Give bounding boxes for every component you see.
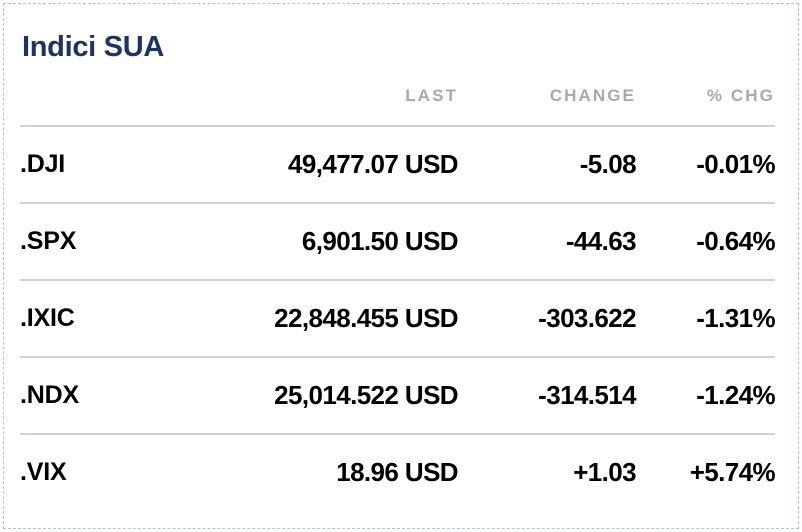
cell-change: -314.514	[458, 356, 637, 434]
column-header-last[interactable]: LAST	[405, 86, 458, 105]
table-header: LAST CHANGE % CHG	[20, 86, 775, 126]
cell-pct-chg: -0.64%	[636, 202, 776, 280]
indices-widget: Indici SUA LAST CHANGE % CHG .DJI	[20, 31, 776, 510]
cell-last: 6,901.50 USD	[252, 202, 459, 280]
cell-change: -303.622	[458, 279, 637, 357]
cell-pct-chg: -1.24%	[636, 356, 776, 434]
cell-change: -5.08	[458, 125, 637, 203]
cell-pct-chg: -1.31%	[636, 279, 776, 357]
table-row[interactable]: .SPX 6,901.50 USD -44.63 -0.64%	[20, 202, 776, 280]
table-row[interactable]: .IXIC 22,848.455 USD -303.622 -1.31%	[20, 279, 776, 357]
cell-last: 22,848.455 USD	[252, 279, 459, 357]
cell-symbol[interactable]: .VIX	[20, 433, 252, 510]
cell-pct-chg: -0.01%	[636, 125, 776, 203]
cell-symbol[interactable]: .IXIC	[20, 279, 252, 357]
table-header-row: LAST CHANGE % CHG	[20, 86, 775, 126]
cell-change: +1.03	[458, 433, 637, 510]
column-header-symbol[interactable]	[20, 86, 252, 126]
cell-symbol[interactable]: .NDX	[20, 356, 252, 434]
cell-symbol[interactable]: .SPX	[20, 202, 252, 280]
cell-last: 25,014.522 USD	[252, 356, 459, 434]
cell-last: 49,477.07 USD	[252, 125, 459, 203]
column-header-pct-chg[interactable]: % CHG	[706, 86, 775, 105]
table-row[interactable]: .DJI 49,477.07 USD -5.08 -0.01%	[20, 125, 776, 203]
cell-last: 18.96 USD	[252, 433, 459, 510]
column-header-change[interactable]: CHANGE	[549, 86, 636, 105]
cell-change: -44.63	[458, 202, 637, 280]
page-title: Indici SUA	[22, 31, 165, 63]
cell-pct-chg: +5.74%	[636, 433, 776, 510]
table-body: .DJI 49,477.07 USD -5.08 -0.01% .SPX 6,9…	[20, 125, 776, 510]
cell-symbol[interactable]: .DJI	[20, 125, 252, 203]
table-row[interactable]: .NDX 25,014.522 USD -314.514 -1.24%	[20, 356, 776, 434]
indices-table: LAST CHANGE % CHG .DJI 49,477.07 USD -5.…	[20, 86, 776, 510]
table-row[interactable]: .VIX 18.96 USD +1.03 +5.74%	[20, 433, 776, 510]
